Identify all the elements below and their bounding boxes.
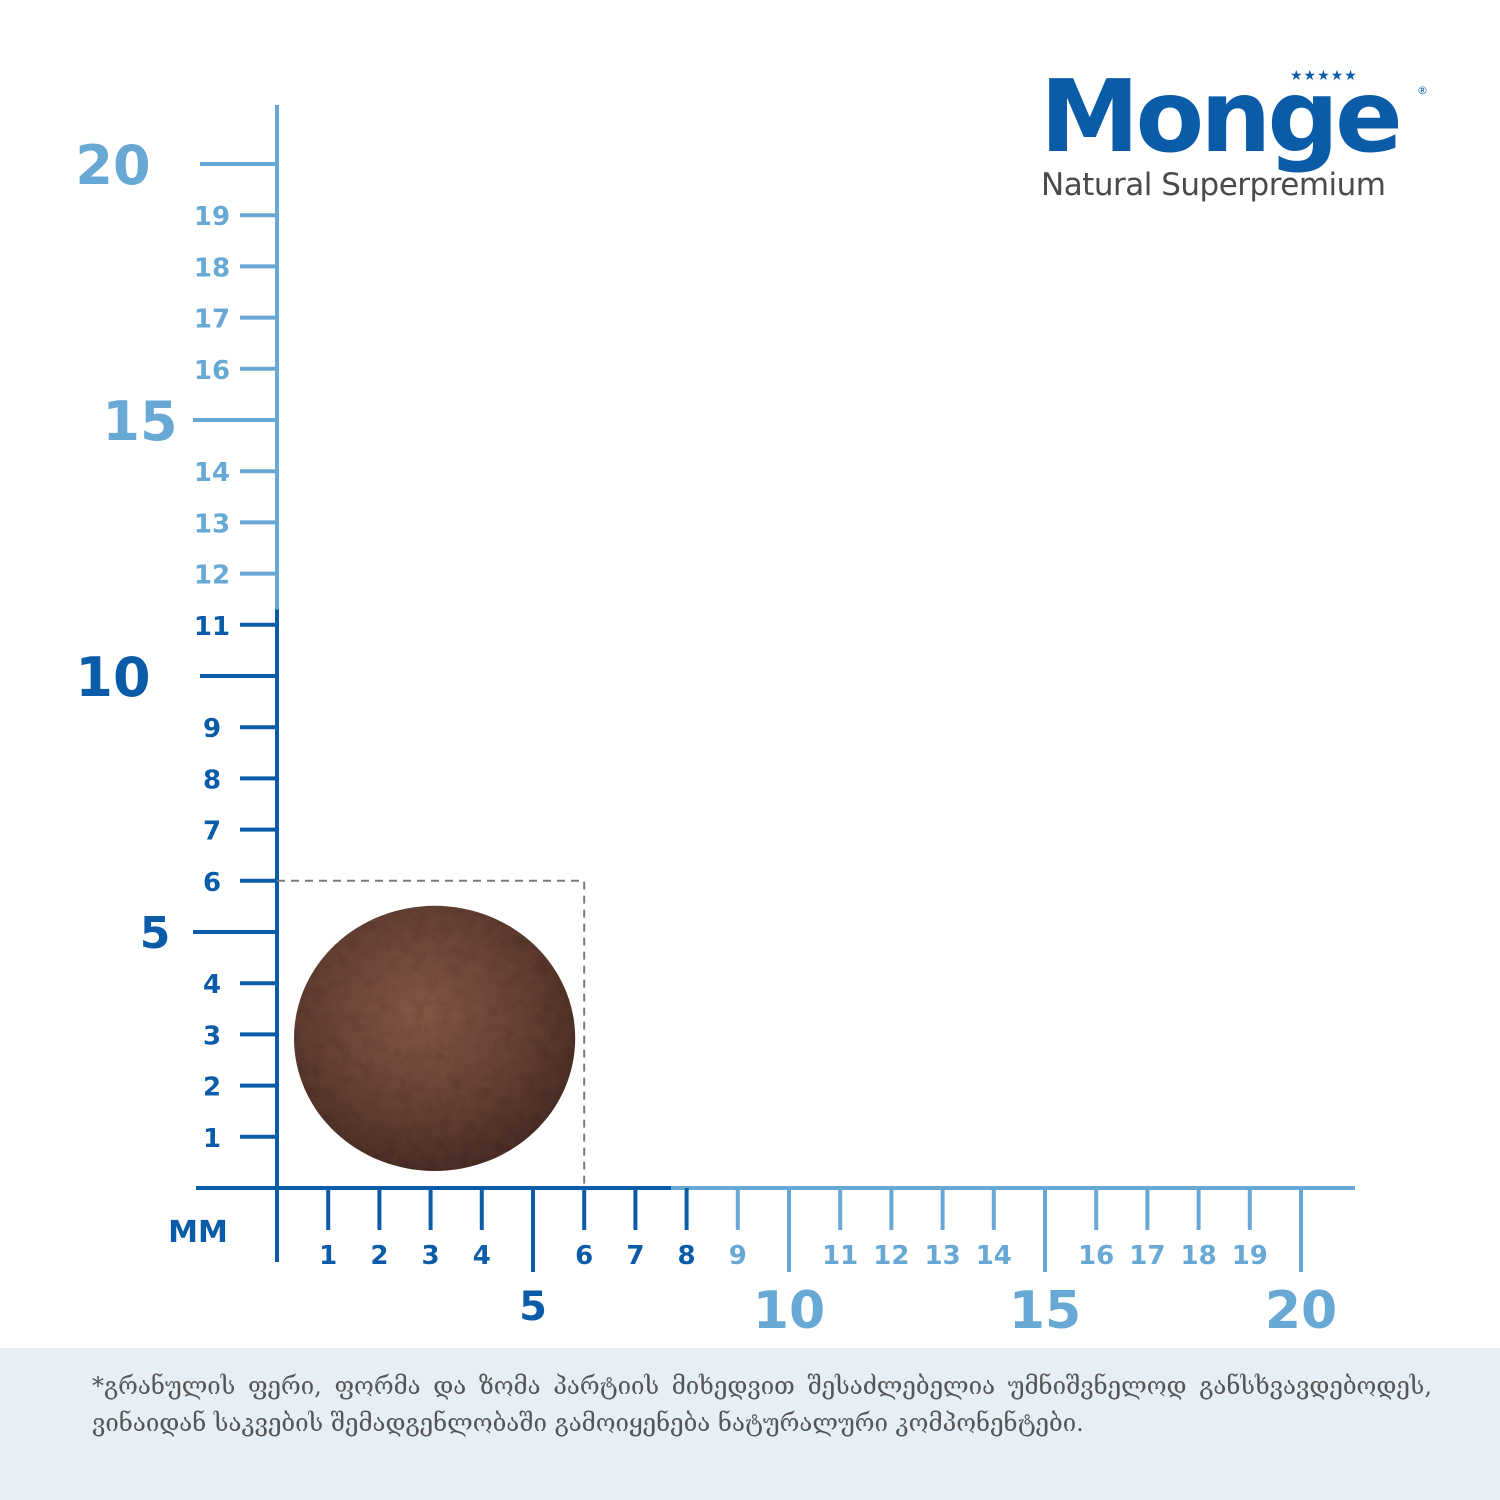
x-tick-label-11: 11 [822,1241,858,1271]
x-tick-label-13: 13 [925,1241,961,1271]
unit-label: MM [168,1215,228,1250]
y-tick-label-6: 6 [203,868,221,898]
x-tick-label-6: 6 [575,1241,593,1271]
y-tick-label-19: 19 [194,202,230,232]
monge-logo: Monge ★★★★★ ® Natural Superpremium [1035,62,1435,212]
y-tick-label-7: 7 [203,817,221,847]
x-tick-label-3: 3 [422,1241,440,1271]
y-tick-label-8: 8 [203,765,221,795]
disclaimer-text: *გრანულის ფერი, ფორმა და ზომა პარტიის მი… [92,1372,1432,1437]
y-tick-label-4: 4 [203,970,221,1000]
y-tick-label-14: 14 [194,458,230,488]
x-major-label-5: 5 [519,1284,547,1330]
brand-tagline: Natural Superpremium [1041,167,1386,203]
disclaimer-band [0,1348,1500,1500]
y-tick-label-2: 2 [203,1073,221,1103]
y-tick-label-16: 16 [194,356,230,386]
kibble-image [294,905,576,1171]
x-tick-label-9: 9 [729,1241,747,1271]
y-tick-label-18: 18 [194,253,230,283]
x-major-label-20: 20 [1265,1281,1337,1341]
y-tick-label-12: 12 [194,561,230,591]
x-major-label-10: 10 [753,1281,825,1341]
brand-stars: ★★★★★ [1290,68,1358,84]
x-tick-label-18: 18 [1181,1241,1217,1271]
kibble-size-guide [277,879,586,1188]
y-major-label-15: 15 [102,390,177,453]
x-major-label-15: 15 [1009,1281,1081,1341]
y-major-label-5: 5 [140,908,171,959]
y-tick-label-17: 17 [194,305,230,335]
x-tick-label-4: 4 [473,1241,491,1271]
x-tick-label-1: 1 [319,1241,337,1271]
x-tick-label-8: 8 [678,1241,696,1271]
x-tick-label-17: 17 [1129,1241,1165,1271]
x-tick-label-16: 16 [1078,1241,1114,1271]
brand-name: Monge [1040,58,1403,175]
x-tick-label-2: 2 [370,1241,388,1271]
x-tick-label-14: 14 [976,1241,1012,1271]
y-tick-label-11: 11 [194,612,230,642]
y-tick-label-3: 3 [203,1021,221,1051]
x-tick-label-19: 19 [1232,1241,1268,1271]
y-tick-label-9: 9 [203,714,221,744]
x-tick-label-12: 12 [873,1241,909,1271]
y-tick-label-1: 1 [203,1124,221,1154]
registered-mark: ® [1417,84,1428,97]
y-tick-label-13: 13 [194,509,230,539]
x-tick-label-7: 7 [626,1241,644,1271]
y-major-label-10: 10 [75,646,150,709]
y-major-label-20: 20 [75,134,150,197]
